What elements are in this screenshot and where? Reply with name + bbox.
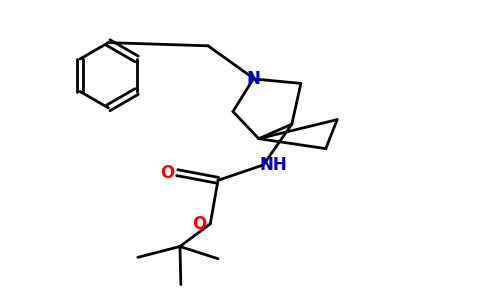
Text: N: N [246,70,260,88]
Text: O: O [160,164,174,181]
Text: O: O [192,215,206,233]
Text: NH: NH [259,156,287,174]
